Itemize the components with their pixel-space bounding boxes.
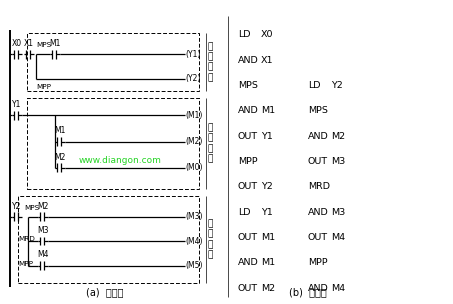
Text: OUT: OUT	[238, 233, 258, 242]
Text: MPS: MPS	[308, 106, 328, 116]
Text: Y2: Y2	[261, 182, 273, 192]
Text: Y2: Y2	[331, 81, 343, 90]
Text: X0: X0	[12, 39, 22, 48]
Text: (a)  梯形图: (a) 梯形图	[86, 287, 124, 297]
Text: AND: AND	[308, 208, 329, 217]
Text: M2: M2	[331, 132, 345, 141]
Text: M1: M1	[54, 126, 66, 135]
Text: AND: AND	[238, 56, 259, 65]
Text: M4: M4	[331, 284, 345, 293]
Text: LD: LD	[308, 81, 321, 90]
Text: Y2: Y2	[12, 202, 22, 211]
Text: M4: M4	[37, 250, 49, 259]
Text: M2: M2	[261, 284, 275, 293]
Text: M4: M4	[331, 233, 345, 242]
Text: M2: M2	[54, 153, 66, 162]
Text: MPP: MPP	[36, 84, 51, 90]
Text: M3: M3	[331, 208, 345, 217]
Text: (Y1): (Y1)	[185, 50, 200, 59]
Text: MPP: MPP	[238, 157, 258, 166]
Text: MRD: MRD	[18, 236, 35, 242]
Text: MPS: MPS	[238, 81, 258, 90]
Text: M1: M1	[49, 39, 61, 48]
Text: www.diangon.com: www.diangon.com	[78, 156, 161, 165]
Bar	[27, 33, 199, 91]
Text: (M0): (M0)	[185, 163, 202, 172]
Text: OUT: OUT	[238, 132, 258, 141]
Text: LD: LD	[238, 208, 251, 217]
Text: X0: X0	[261, 30, 274, 40]
Text: OUT: OUT	[238, 182, 258, 192]
Text: M2: M2	[37, 202, 48, 211]
Text: MPP: MPP	[308, 258, 328, 268]
Text: Y1: Y1	[261, 208, 273, 217]
Text: LD: LD	[238, 30, 251, 40]
Text: OUT: OUT	[308, 233, 328, 242]
Text: AND: AND	[238, 106, 259, 116]
Text: OUT: OUT	[308, 157, 328, 166]
Text: M3: M3	[37, 226, 49, 235]
Text: AND: AND	[308, 284, 329, 293]
Text: M1: M1	[261, 258, 275, 268]
Text: MPS: MPS	[36, 42, 51, 48]
Text: AND: AND	[308, 132, 329, 141]
Text: Y1: Y1	[12, 100, 22, 109]
Text: (M5): (M5)	[185, 261, 202, 270]
Text: AND: AND	[238, 258, 259, 268]
Bar	[27, 98, 199, 189]
Text: (M3): (M3)	[185, 212, 202, 221]
Text: MPP: MPP	[18, 261, 33, 267]
Text: 电
路
块
二: 电 路 块 二	[207, 123, 213, 163]
Text: (M4): (M4)	[185, 237, 202, 246]
Text: M1: M1	[261, 106, 275, 116]
Text: (M1): (M1)	[185, 111, 202, 120]
Text: 电
路
块
一: 电 路 块 一	[207, 42, 213, 82]
Text: X1: X1	[261, 56, 274, 65]
Text: (b)  语句表: (b) 语句表	[289, 287, 327, 297]
Text: M3: M3	[331, 157, 345, 166]
Text: MRD: MRD	[308, 182, 330, 192]
Text: (Y2): (Y2)	[185, 74, 200, 83]
Text: 电
路
块
三: 电 路 块 三	[207, 219, 213, 259]
Text: (M2): (M2)	[185, 137, 202, 146]
Text: M1: M1	[261, 233, 275, 242]
Text: MPS: MPS	[24, 205, 39, 211]
Bar	[18, 196, 199, 283]
Text: OUT: OUT	[238, 284, 258, 293]
Text: X1: X1	[24, 39, 34, 48]
Text: Y1: Y1	[261, 132, 273, 141]
